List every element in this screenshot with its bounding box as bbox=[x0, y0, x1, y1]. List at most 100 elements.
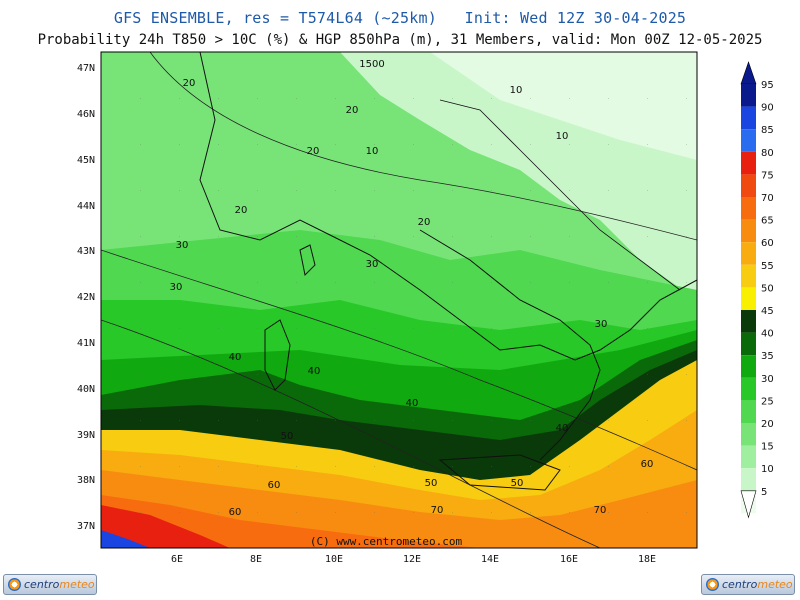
colorbar-segment bbox=[741, 129, 756, 152]
colorbar-segment bbox=[741, 423, 756, 446]
colorbar-tick-label: 5 bbox=[761, 487, 767, 498]
lon-label: 8E bbox=[250, 554, 262, 565]
colorbar: 95 90 85 80 75 70 65 60 55 50 45 40 35 30 25 20 15 10 5 bbox=[740, 61, 774, 519]
map-subtitle: Probability 24h T850 > 10C (%) & HGP 850… bbox=[37, 32, 763, 48]
colorbar-segment bbox=[741, 287, 756, 310]
colorbar-segment bbox=[741, 242, 756, 265]
colorbar-segment bbox=[741, 106, 756, 130]
lat-label: 41N bbox=[77, 338, 95, 349]
contour-label: 20 bbox=[183, 78, 196, 89]
contour-label: 40 bbox=[308, 366, 321, 377]
colorbar-tick-label: 70 bbox=[761, 193, 774, 204]
lat-label: 47N bbox=[77, 63, 95, 74]
contour-label: 30 bbox=[176, 240, 189, 251]
contour-label: 30 bbox=[595, 319, 608, 330]
colorbar-tick-label: 90 bbox=[761, 103, 774, 114]
colorbar-tick-label: 65 bbox=[761, 216, 774, 227]
contour-label: 20 bbox=[418, 217, 431, 228]
colorbar-segment bbox=[741, 84, 756, 107]
contour-label: 40 bbox=[556, 423, 569, 434]
logo-text-part1: centro bbox=[24, 578, 60, 591]
lon-label: 10E bbox=[325, 554, 343, 565]
lat-label: 39N bbox=[77, 430, 95, 441]
colorbar-tick-label: 50 bbox=[761, 283, 774, 294]
colorbar-tick-label: 15 bbox=[761, 442, 774, 453]
contour-label: 70 bbox=[431, 505, 444, 516]
contour-label: 10 bbox=[556, 131, 569, 142]
contour-label: 70 bbox=[594, 505, 607, 516]
contour-label: 30 bbox=[366, 259, 379, 270]
centrometeo-logo-left[interactable]: centrometeo bbox=[3, 574, 97, 595]
probability-field bbox=[101, 52, 697, 548]
lon-label: 6E bbox=[171, 554, 183, 565]
colorbar-segment bbox=[741, 219, 756, 243]
colorbar-tick-label: 60 bbox=[761, 238, 774, 249]
colorbar-segment bbox=[741, 355, 756, 378]
map-frame bbox=[100, 51, 698, 549]
logo-icon bbox=[706, 578, 719, 591]
colorbar-tick-label: 35 bbox=[761, 351, 774, 362]
colorbar-segment bbox=[741, 468, 756, 491]
logo-icon bbox=[8, 578, 21, 591]
colorbar-tick-label: 45 bbox=[761, 306, 774, 317]
copyright-text: (C) www.centrometeo.com bbox=[310, 535, 463, 548]
colorbar-segment bbox=[741, 310, 756, 333]
contour-label: 50 bbox=[511, 478, 524, 489]
colorbar-segment bbox=[741, 332, 756, 356]
contour-label: 60 bbox=[268, 480, 281, 491]
lat-label: 43N bbox=[77, 246, 95, 257]
contour-label: 40 bbox=[406, 398, 419, 409]
colorbar-segment bbox=[741, 445, 756, 469]
colorbar-arrow-top bbox=[740, 61, 757, 85]
lat-label: 40N bbox=[77, 384, 95, 395]
contour-label: 60 bbox=[229, 507, 242, 518]
lon-label: 14E bbox=[481, 554, 499, 565]
logo-text-part1: centro bbox=[722, 578, 758, 591]
latitude-axis: 47N 46N 45N 44N 43N 42N 41N 40N 39N 38N … bbox=[77, 63, 95, 532]
lat-label: 37N bbox=[77, 521, 95, 532]
colorbar-tick-label: 55 bbox=[761, 261, 774, 272]
contour-label: 40 bbox=[229, 352, 242, 363]
colorbar-segment bbox=[741, 400, 756, 423]
colorbar-segment bbox=[741, 264, 756, 288]
contour-label: 60 bbox=[641, 459, 654, 470]
colorbar-segment bbox=[741, 377, 756, 401]
contour-label: 50 bbox=[425, 478, 438, 489]
contour-label: 10 bbox=[510, 85, 523, 96]
map-title: GFS ENSEMBLE, res = T574L64 (~25km) Init… bbox=[113, 9, 687, 27]
lon-label: 18E bbox=[638, 554, 656, 565]
logo-text-part2: meteo bbox=[757, 578, 793, 591]
colorbar-tick-label: 20 bbox=[761, 419, 774, 430]
logo-text-part2: meteo bbox=[59, 578, 95, 591]
lon-label: 16E bbox=[560, 554, 578, 565]
contour-label: 20 bbox=[235, 205, 248, 216]
colorbar-tick-label: 25 bbox=[761, 396, 774, 407]
contour-label: 20 bbox=[307, 146, 320, 157]
colorbar-segment bbox=[741, 197, 756, 220]
contour-label: 1500 bbox=[359, 59, 384, 70]
lat-label: 38N bbox=[77, 475, 95, 486]
lat-label: 44N bbox=[77, 201, 95, 212]
colorbar-tick-label: 75 bbox=[761, 170, 774, 181]
longitude-axis: 6E 8E 10E 12E 14E 16E 18E bbox=[171, 554, 656, 565]
contour-label: 50 bbox=[281, 431, 294, 442]
contour-labels: 1500 20 20 20 10 10 10 20 20 30 30 30 30… bbox=[170, 59, 654, 518]
colorbar-tick-label: 10 bbox=[761, 464, 774, 475]
colorbar-arrow-bottom bbox=[740, 490, 757, 519]
colorbar-tick-label: 80 bbox=[761, 148, 774, 159]
lat-label: 45N bbox=[77, 155, 95, 166]
colorbar-tick-label: 30 bbox=[761, 374, 774, 385]
centrometeo-logo-right[interactable]: centrometeo bbox=[701, 574, 795, 595]
lat-label: 46N bbox=[77, 109, 95, 120]
colorbar-tick-label: 40 bbox=[761, 329, 774, 340]
lon-label: 12E bbox=[403, 554, 421, 565]
colorbar-segment bbox=[741, 174, 756, 197]
contour-label: 30 bbox=[170, 282, 183, 293]
colorbar-segment bbox=[741, 151, 756, 175]
colorbar-tick-label: 85 bbox=[761, 125, 774, 136]
lat-label: 42N bbox=[77, 292, 95, 303]
contour-label: 20 bbox=[346, 105, 359, 116]
colorbar-tick-label: 95 bbox=[761, 80, 774, 91]
contour-label: 10 bbox=[366, 146, 379, 157]
